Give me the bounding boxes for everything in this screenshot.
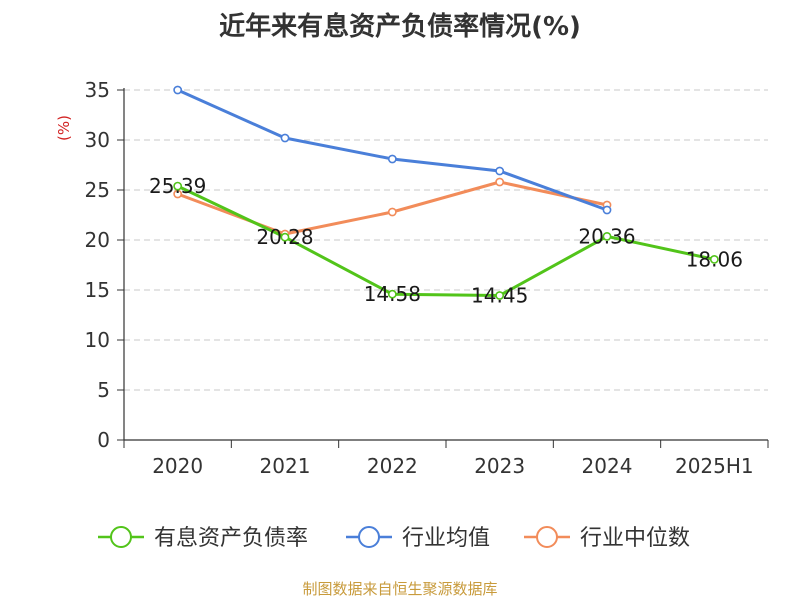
x-tick-label: 2023 xyxy=(474,454,525,478)
legend-marker-1 xyxy=(358,526,380,548)
series-layer xyxy=(173,85,719,300)
legend-marker-0 xyxy=(110,526,132,548)
series-point-0 xyxy=(709,254,719,264)
series-point-2 xyxy=(495,177,505,187)
series-point-1 xyxy=(173,85,183,95)
x-tick-label: 2021 xyxy=(260,454,311,478)
series-point-1 xyxy=(602,205,612,215)
y-tick-label: 25 xyxy=(85,178,110,202)
chart-title: 近年来有息资产负债率情况(%) xyxy=(219,12,581,42)
series-point-0 xyxy=(173,181,183,191)
data-label: 25.39 xyxy=(149,174,206,198)
series-point-1 xyxy=(387,154,397,164)
x-tick-label: 2025H1 xyxy=(675,454,754,478)
data-label: 20.36 xyxy=(578,224,635,248)
y-tick-label: 15 xyxy=(85,278,110,302)
legend-marker-2 xyxy=(536,526,558,548)
y-tick-label: 35 xyxy=(85,78,110,102)
legend-label-0: 有息资产负债率 xyxy=(154,526,308,551)
y-tick-label: 30 xyxy=(85,128,110,152)
legend-label-1: 行业均值 xyxy=(402,526,490,551)
data-label: 18.06 xyxy=(686,247,743,271)
series-point-1 xyxy=(495,166,505,176)
series-point-0 xyxy=(602,231,612,241)
grid-layer xyxy=(124,89,768,391)
series-point-2 xyxy=(387,207,397,217)
data-source-note: 制图数据来自恒生聚源数据库 xyxy=(302,580,498,598)
x-tick-label: 2022 xyxy=(367,454,418,478)
data-label-layer: 25.39 20.28 14.58 14.45 20.36 18.06 xyxy=(149,174,743,307)
y-tick-label: 5 xyxy=(97,378,110,402)
data-label: 20.28 xyxy=(256,225,313,249)
y-tick-label: 0 xyxy=(97,428,110,452)
series-point-1 xyxy=(280,133,290,143)
x-tick-label: 2024 xyxy=(582,454,633,478)
x-tick-label: 2020 xyxy=(152,454,203,478)
legend-label-2: 行业中位数 xyxy=(580,526,690,551)
series-point-0 xyxy=(387,289,397,299)
data-label: 14.45 xyxy=(471,284,528,308)
y-axis-unit-label: (%) xyxy=(55,115,73,141)
axis-layer: 0 5 10 15 20 25 30 35 2020 2021 2022 2023 2024 2025H1 xyxy=(85,78,769,478)
series-point-0 xyxy=(495,291,505,300)
data-label: 14.58 xyxy=(364,282,421,306)
series-line-0 xyxy=(177,184,715,297)
y-tick-label: 10 xyxy=(85,328,110,352)
series-point-0 xyxy=(280,232,290,242)
legend: 有息资产负债率 行业均值 行业中位数 xyxy=(98,526,690,551)
y-tick-label: 20 xyxy=(85,228,110,252)
